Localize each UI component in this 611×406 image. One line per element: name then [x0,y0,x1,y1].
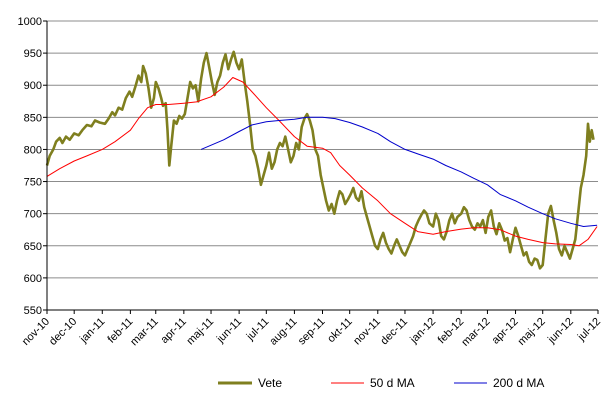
y-tick-label-900: 900 [24,80,42,92]
y-tick-label-1000: 1000 [18,16,42,28]
x-tick-label-dec-11: dec-11 [378,316,410,348]
y-axis-ticks: 550 600 650 700 750 800 850 900 950 1000 [18,16,47,317]
series-lines [45,50,598,270]
x-tick-label-mar-11: mar-11 [128,316,161,349]
x-tick-label-aug-11: aug-11 [267,316,299,348]
x-tick-label-jul-12: jul-12 [575,316,603,344]
series-line-200-d-ma [200,116,598,227]
legend: Vete 50 d MA 200 d MA [218,376,544,390]
x-tick-label-apr-11: apr-11 [159,316,189,346]
x-tick-label-jan-11: jan-11 [77,316,107,346]
x-tick-label-jun-11: jun-11 [214,316,244,346]
y-tick-label-750: 750 [24,177,42,189]
y-tick-label-800: 800 [24,144,42,156]
x-tick-label-nov-10: nov-10 [20,316,52,348]
x-tick-label-sep-11: sep-11 [296,316,328,348]
x-tick-label-jun-12: jun-12 [545,316,576,347]
legend-label-50-d-ma: 50 d MA [370,376,415,390]
x-tick-label-apr-12: apr-12 [490,316,521,347]
x-tick-label-mar-12: mar-12 [459,316,492,349]
y-tick-label-700: 700 [24,209,42,221]
legend-label-vete: Vete [258,376,282,390]
x-tick-label-maj-11: maj-11 [184,316,216,348]
x-tick-label-dec-10: dec-10 [47,316,79,348]
x-tick-label-nov-11: nov-11 [351,316,383,348]
gridlines [47,20,598,279]
y-tick-label-600: 600 [24,273,42,285]
series-line-vete [45,50,595,270]
x-axis-ticks: nov-10dec-10jan-11feb-11mar-11apr-11maj-… [20,310,603,349]
y-tick-label-650: 650 [24,241,42,253]
axes [46,21,598,311]
x-tick-label-maj-12: maj-12 [516,316,548,348]
legend-label-200-d-ma: 200 d MA [493,376,544,390]
y-tick-label-850: 850 [24,112,42,124]
x-tick-label-jan-12: jan-12 [407,316,438,347]
series-line-50-d-ma [46,77,598,247]
y-tick-label-550: 550 [24,305,42,317]
x-tick-label-okt-11: okt-11 [325,316,355,346]
y-tick-label-950: 950 [24,48,42,60]
